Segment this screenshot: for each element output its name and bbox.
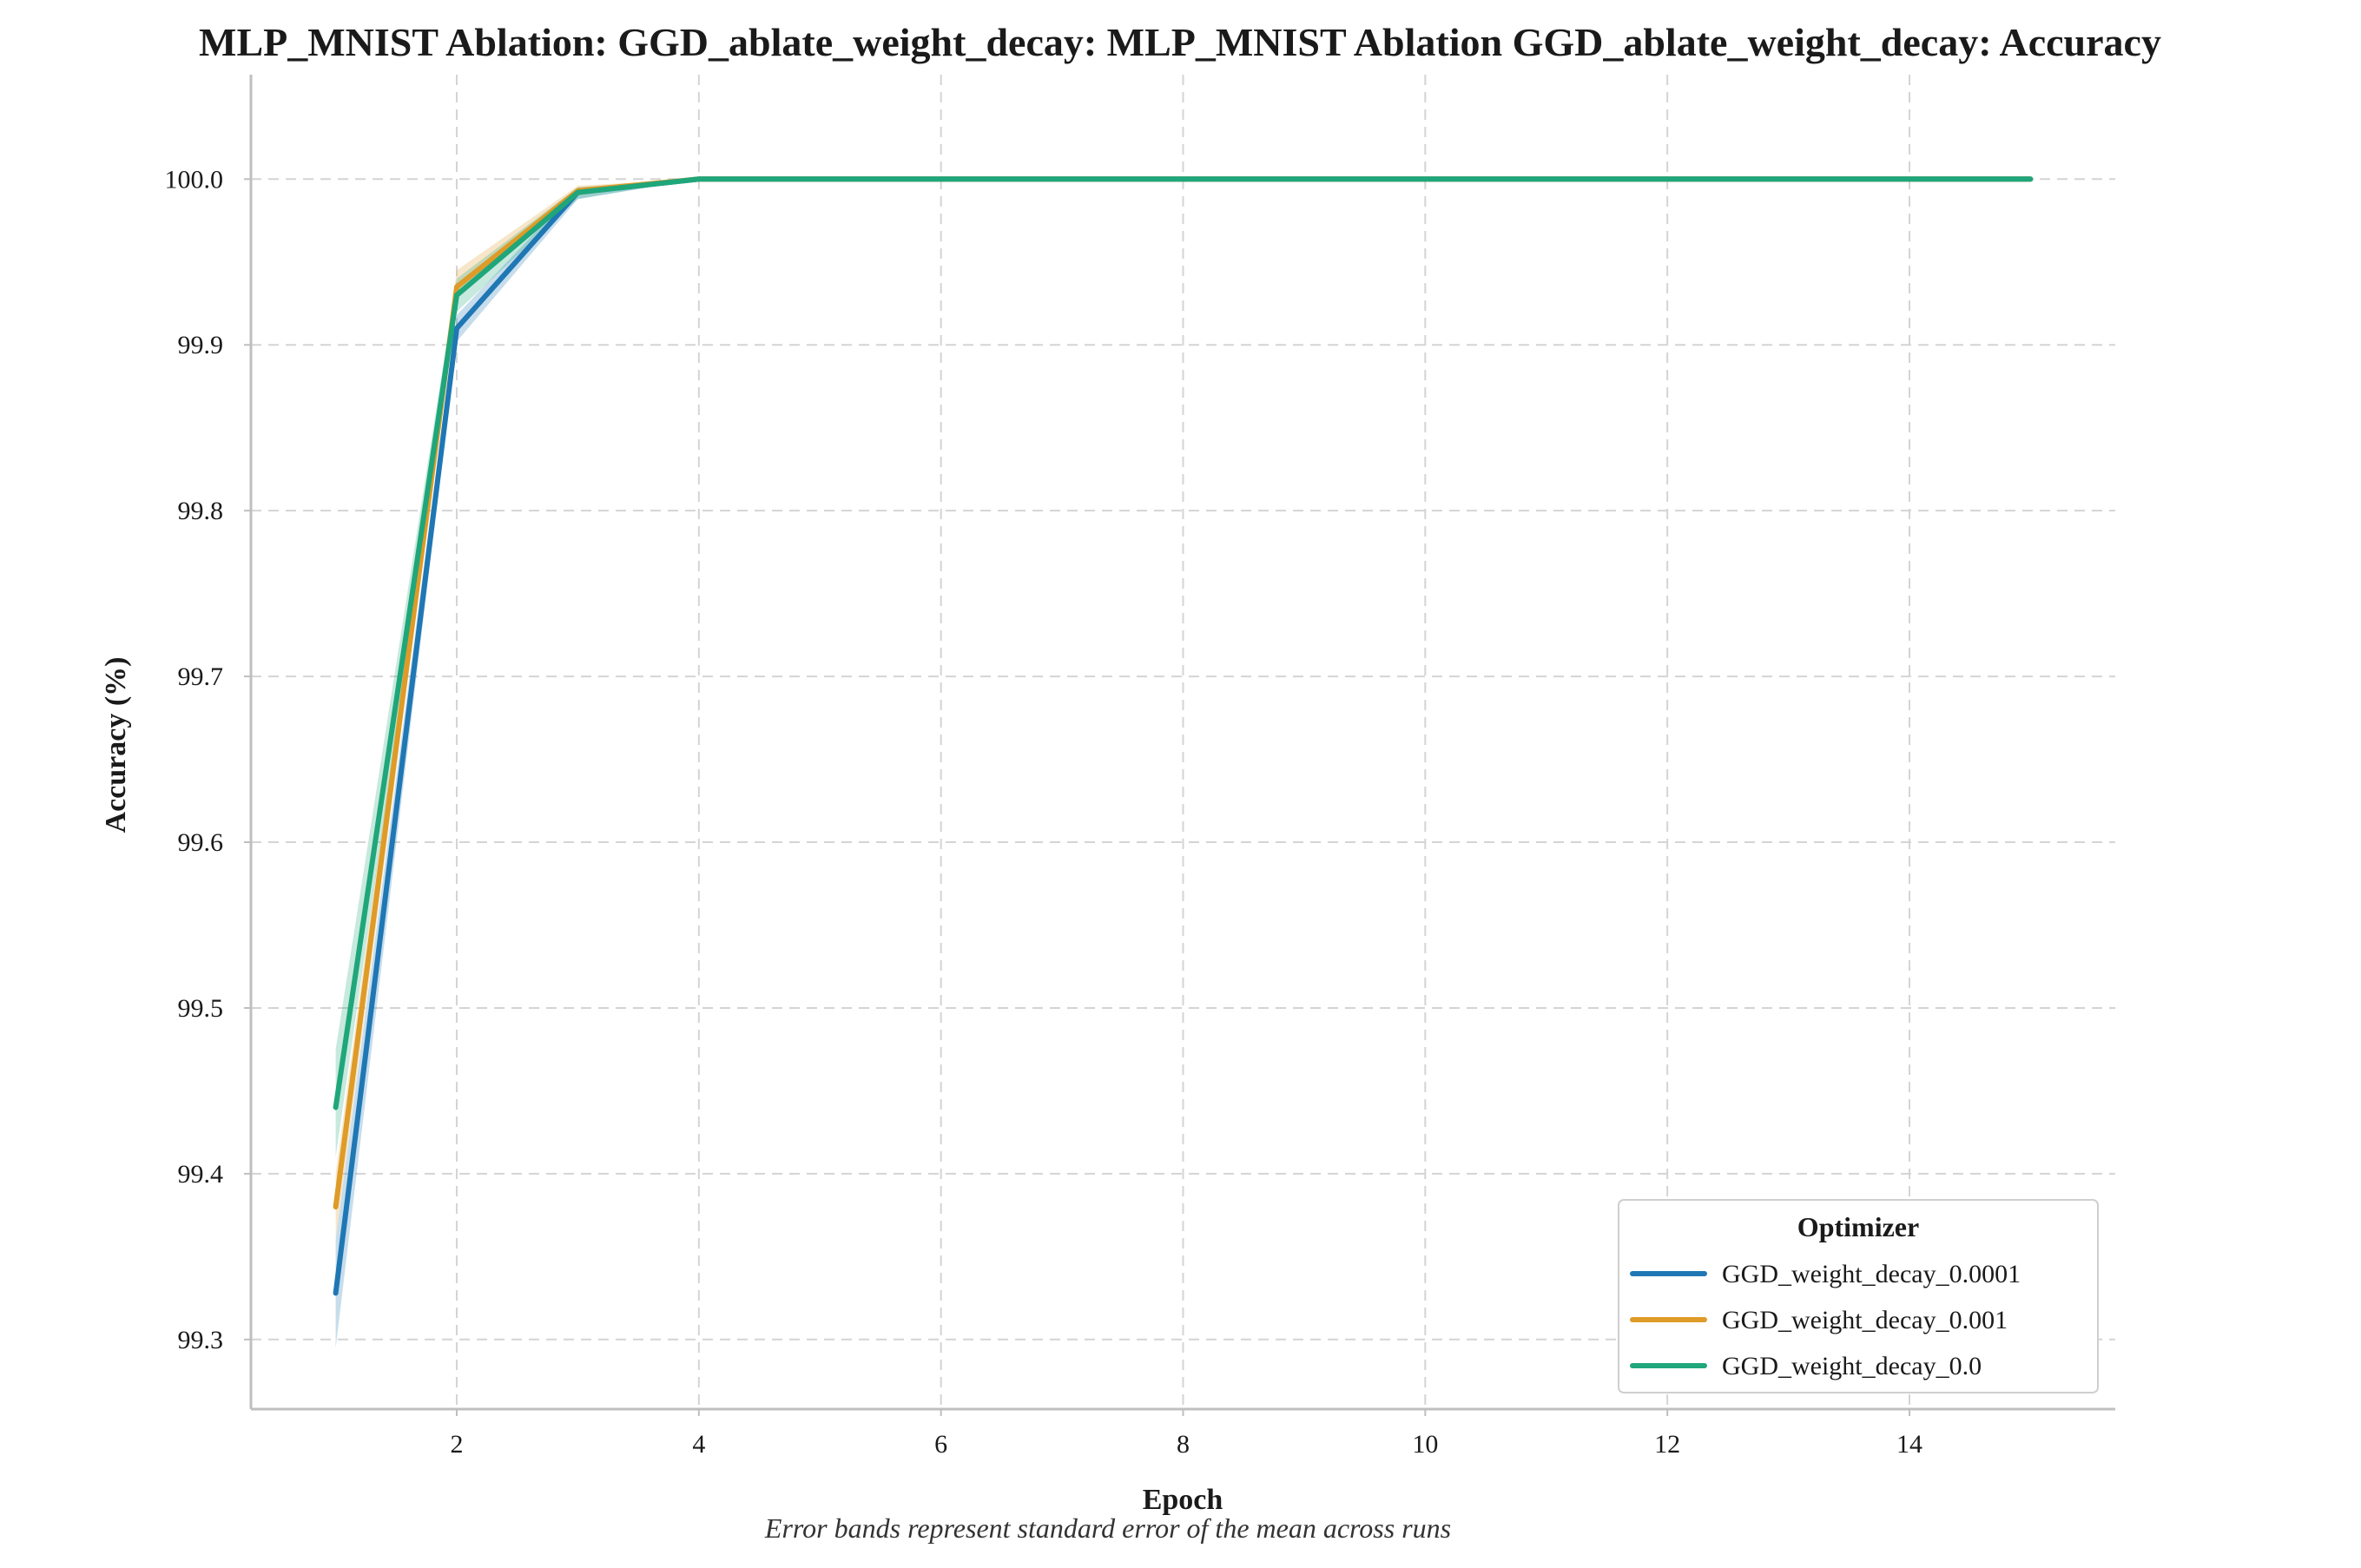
y-tick-label: 99.5 [178,994,224,1023]
y-tick-label: 100.0 [165,165,224,194]
legend-label-3: GGD_weight_decay_0.0 [1722,1352,1982,1380]
tick-layer: 2 4 6 8 10 12 14 99.3 99.4 99.5 99.6 99.7 99.8 99.9 10… [165,165,1922,1459]
grid-layer [251,75,2115,1409]
chart-title: MLP_MNIST Ablation: GGD_ablate_weight_de… [199,20,2161,64]
legend-box [1618,1199,2099,1393]
series-line-layer [333,176,2034,1296]
y-tick-label: 99.8 [178,497,224,525]
x-tick-label: 12 [1654,1430,1680,1459]
x-tick-label: 4 [692,1430,705,1459]
y-tick-label: 99.7 [178,662,224,691]
chart-caption: Error bands represent standard error of … [764,1512,1451,1544]
series-line-3 [333,176,2034,1110]
x-tick-label: 10 [1412,1430,1438,1459]
x-tick-label: 2 [451,1430,464,1459]
legend-entries: GGD_weight_decay_0.0001 GGD_weight_decay_… [1630,1260,2021,1380]
y-tick-label: 99.9 [178,331,224,359]
x-tick-label: 6 [934,1430,947,1459]
legend-title: Optimizer [1797,1211,1919,1242]
legend-label-2: GGD_weight_decay_0.001 [1722,1306,2008,1334]
legend: Optimizer GGD_weight_decay_0.0001GGD_wei… [1618,1199,2099,1393]
x-tick-label: 14 [1896,1430,1922,1459]
y-tick-label: 99.3 [178,1326,224,1354]
y-axis-label: Accuracy (%) [100,657,132,833]
legend-label-1: GGD_weight_decay_0.0001 [1722,1260,2021,1288]
x-tick-label: 8 [1177,1430,1190,1459]
y-tick-label: 99.4 [178,1160,224,1189]
y-tick-label: 99.6 [178,828,224,857]
x-axis-label: Epoch [1143,1484,1223,1516]
